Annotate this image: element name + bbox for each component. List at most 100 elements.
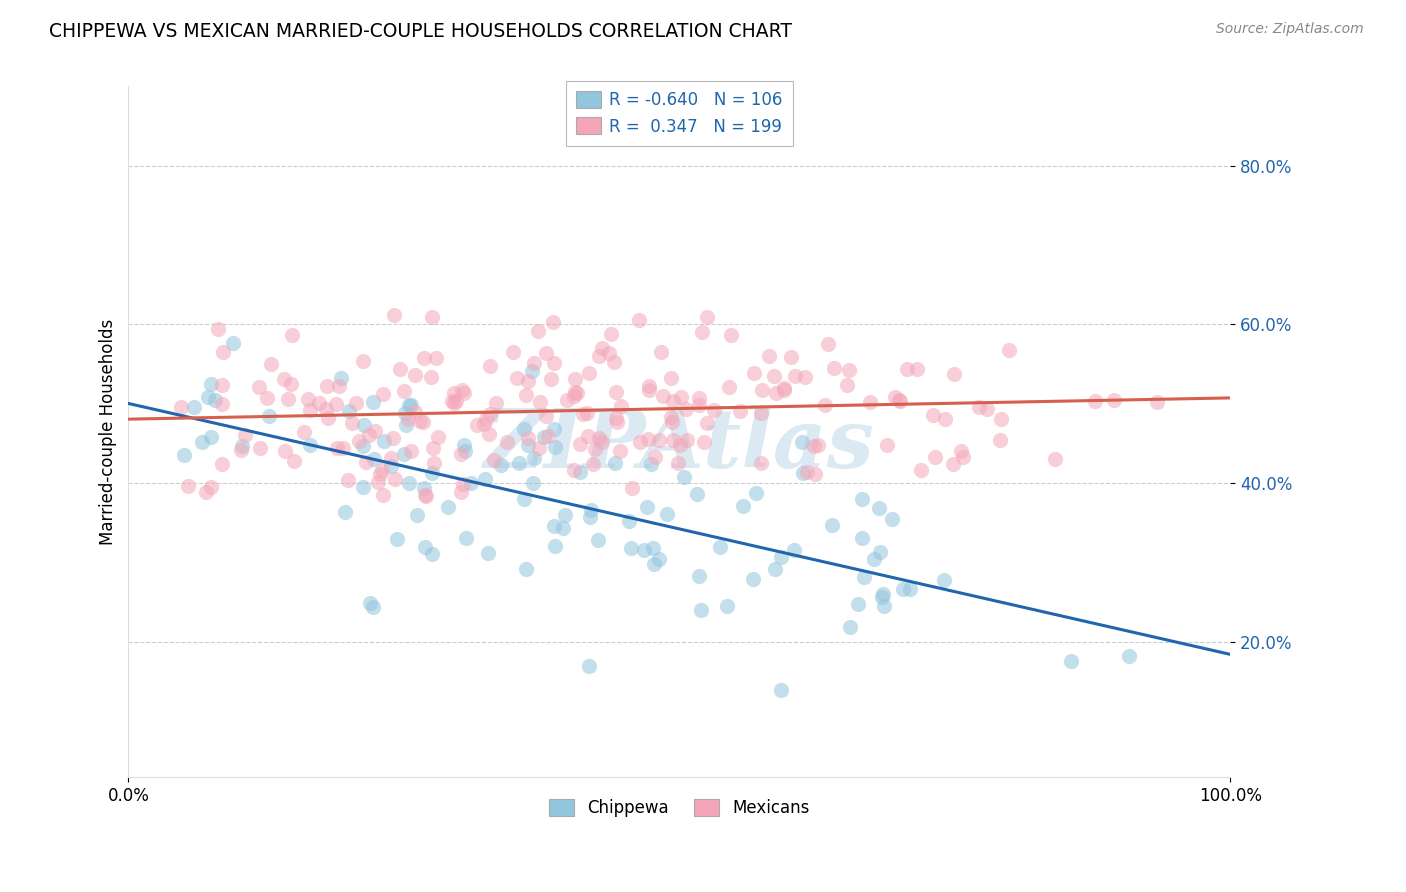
Point	[838, 363, 860, 377]
Point	[921, 408, 943, 422]
Point	[506, 371, 529, 385]
Point	[316, 410, 339, 425]
Point	[689, 603, 711, 617]
Point	[783, 542, 806, 557]
Point	[420, 369, 443, 384]
Point	[298, 403, 321, 417]
Point	[385, 532, 408, 546]
Point	[676, 434, 699, 448]
Point	[650, 345, 672, 359]
Point	[1060, 654, 1083, 668]
Text: CHIPPEWA VS MEXICAN MARRIED-COUPLE HOUSEHOLDS CORRELATION CHART: CHIPPEWA VS MEXICAN MARRIED-COUPLE HOUSE…	[49, 22, 792, 41]
Point	[853, 569, 876, 583]
Point	[392, 447, 415, 461]
Point	[803, 467, 825, 481]
Point	[529, 441, 551, 455]
Point	[200, 480, 222, 494]
Point	[337, 473, 360, 487]
Point	[644, 450, 666, 465]
Point	[328, 379, 350, 393]
Point	[620, 541, 643, 555]
Point	[889, 393, 911, 408]
Point	[872, 587, 894, 601]
Point	[668, 438, 690, 452]
Point	[553, 521, 575, 535]
Point	[792, 466, 814, 480]
Point	[540, 371, 562, 385]
Point	[967, 400, 990, 414]
Point	[564, 385, 586, 400]
Point	[709, 541, 731, 555]
Point	[600, 327, 623, 342]
Point	[807, 438, 830, 452]
Point	[484, 453, 506, 467]
Point	[420, 466, 443, 480]
Point	[751, 407, 773, 421]
Point	[661, 433, 683, 447]
Point	[889, 392, 911, 407]
Point	[997, 343, 1019, 357]
Point	[863, 552, 886, 566]
Point	[359, 596, 381, 610]
Point	[249, 441, 271, 455]
Point	[572, 408, 595, 422]
Point	[696, 416, 718, 430]
Point	[211, 458, 233, 472]
Point	[398, 475, 420, 490]
Point	[579, 503, 602, 517]
Point	[638, 384, 661, 398]
Point	[280, 377, 302, 392]
Point	[373, 386, 395, 401]
Point	[277, 392, 299, 406]
Point	[716, 599, 738, 613]
Point	[851, 492, 873, 507]
Point	[659, 371, 682, 385]
Point	[515, 562, 537, 576]
Point	[516, 374, 538, 388]
Point	[394, 406, 416, 420]
Point	[382, 431, 405, 445]
Point	[297, 392, 319, 406]
Point	[720, 328, 742, 343]
Point	[647, 433, 669, 447]
Point	[441, 393, 464, 408]
Point	[610, 399, 633, 413]
Point	[394, 417, 416, 432]
Point	[544, 441, 567, 455]
Point	[368, 467, 391, 481]
Point	[569, 436, 592, 450]
Point	[907, 362, 929, 376]
Point	[257, 409, 280, 424]
Point	[728, 404, 751, 418]
Text: ZIPAtlas: ZIPAtlas	[484, 406, 875, 485]
Point	[523, 450, 546, 465]
Point	[534, 345, 557, 359]
Point	[814, 398, 837, 412]
Point	[568, 465, 591, 479]
Point	[415, 489, 437, 503]
Point	[883, 390, 905, 404]
Point	[399, 443, 422, 458]
Point	[453, 477, 475, 491]
Point	[669, 390, 692, 404]
Point	[454, 531, 477, 545]
Point	[211, 397, 233, 411]
Point	[666, 456, 689, 470]
Point	[340, 416, 363, 430]
Point	[790, 435, 813, 450]
Point	[517, 438, 540, 452]
Point	[367, 475, 389, 489]
Point	[942, 457, 965, 471]
Point	[543, 315, 565, 329]
Point	[451, 383, 474, 397]
Point	[229, 443, 252, 458]
Point	[758, 349, 780, 363]
Point	[315, 402, 337, 417]
Point	[591, 341, 613, 355]
Point	[783, 368, 806, 383]
Point	[543, 356, 565, 370]
Point	[562, 389, 585, 403]
Point	[515, 387, 537, 401]
Point	[742, 572, 765, 586]
Point	[773, 381, 796, 395]
